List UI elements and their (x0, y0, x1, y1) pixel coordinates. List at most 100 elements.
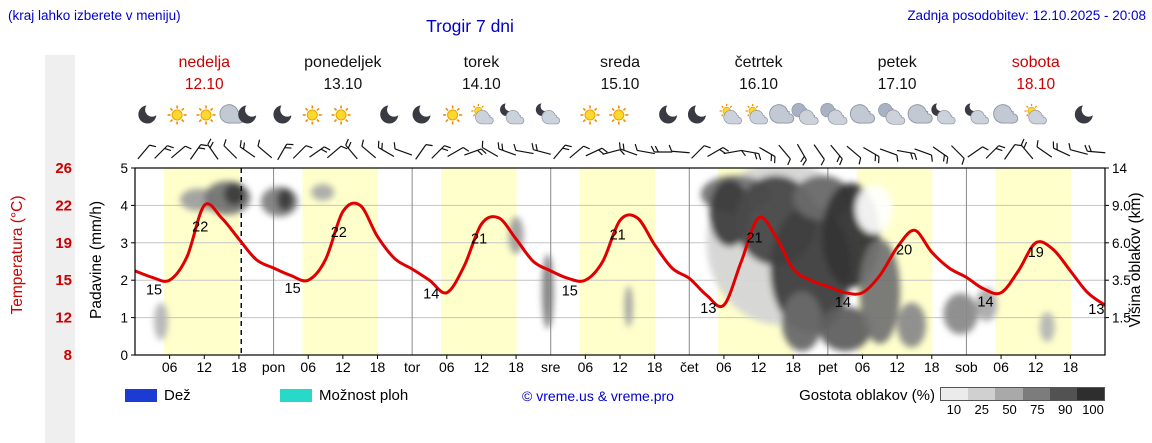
menu-note: (kraj lahko izberete v meniju) (8, 8, 181, 23)
wind-barb (447, 146, 470, 158)
cloud-icon (993, 104, 1019, 124)
svg-text:18: 18 (924, 359, 940, 375)
wind-barb (985, 145, 1006, 159)
wind-barb (464, 148, 487, 156)
svg-text:20: 20 (896, 243, 912, 259)
daylight-bands (163, 168, 1071, 355)
wind-barb (1004, 144, 1022, 160)
sun-icon (196, 105, 216, 125)
cloud-density-step-label: 90 (1057, 402, 1073, 417)
svg-text:3.5: 3.5 (1112, 273, 1131, 288)
clouds-icon (791, 103, 819, 125)
rain-legend-swatch (125, 389, 157, 402)
cloud-density-step (968, 388, 996, 400)
svg-text:22: 22 (192, 219, 208, 235)
wind-barb (553, 144, 572, 160)
wind-barb (137, 144, 157, 160)
left-gutter (45, 55, 75, 443)
wind-barb (778, 144, 791, 166)
sun-cloud-icon (1024, 103, 1047, 125)
cloud-density-label: Gostota oblakov (%) (799, 387, 935, 404)
wind-barb (830, 144, 843, 166)
wind-barb (723, 149, 746, 157)
svg-text:18: 18 (508, 359, 524, 375)
svg-text:13: 13 (1088, 302, 1104, 318)
cloud-icon (849, 104, 875, 124)
moon-icon (238, 105, 257, 124)
wind-barb (650, 145, 673, 153)
svg-text:13: 13 (700, 301, 716, 317)
wind-barb (1068, 142, 1088, 155)
svg-text:nedelja: nedelja (178, 54, 230, 71)
cloud-density-step (1022, 388, 1050, 400)
wind-barb (497, 142, 517, 156)
rain-legend-label: Dež (164, 387, 191, 404)
svg-text:21: 21 (610, 228, 626, 244)
wind-barb (361, 139, 377, 159)
wind-barb (431, 145, 452, 159)
wind-barb (277, 143, 294, 161)
moon-icon (273, 105, 292, 124)
svg-text:4: 4 (120, 198, 128, 213)
svg-text:0: 0 (120, 348, 128, 363)
day-headers: nedelja 12.10 ponedeljek 13.10 torek 14.10 sre… (178, 54, 1059, 93)
svg-text:četrtek: četrtek (735, 54, 784, 71)
svg-text:06: 06 (578, 359, 594, 375)
svg-text:3: 3 (120, 236, 128, 251)
svg-text:pet: pet (818, 359, 838, 375)
wind-barb (740, 149, 762, 161)
wind-barb (691, 145, 711, 159)
copyright-link[interactable]: © vreme.us & vreme.pro (522, 388, 674, 404)
page-title: Trogir 7 dni (426, 16, 514, 36)
wind-barb (326, 145, 348, 159)
svg-text:5: 5 (120, 161, 128, 176)
moon-icon (380, 105, 399, 124)
wind-barb (668, 144, 690, 154)
svg-text:22: 22 (55, 197, 72, 214)
wind-barb (207, 138, 219, 160)
cloud-density-colorbar (940, 387, 1105, 401)
svg-text:18: 18 (647, 359, 663, 375)
cloud-density-step-label: 50 (1002, 402, 1017, 417)
svg-text:sreda: sreda (600, 54, 640, 71)
wind-barb (1036, 140, 1053, 158)
wind-barb (618, 142, 638, 156)
svg-text:12: 12 (474, 359, 490, 375)
wind-barb (481, 140, 499, 158)
wind-barb (846, 145, 862, 165)
wind-barb (951, 145, 965, 165)
svg-text:pon: pon (262, 359, 285, 375)
svg-text:6.0: 6.0 (1112, 236, 1131, 251)
temperature-curve (135, 201, 1105, 309)
wind-barb (309, 146, 331, 158)
wind-barb (634, 143, 655, 155)
sun-icon (609, 105, 629, 125)
moon-icon (138, 105, 157, 124)
svg-text:06: 06 (162, 359, 178, 375)
x-axis-labels: 06 12 18 06 12 18 06 12 18 06 12 18 06 12 18 06 12 18 06 12… (162, 355, 1078, 375)
wind-barb (415, 144, 433, 160)
svg-text:14: 14 (423, 286, 439, 302)
wind-barbs-row (137, 138, 1106, 166)
svg-text:18: 18 (231, 359, 247, 375)
moon-icon (1074, 105, 1093, 124)
cloud-density-step-label: 75 (1030, 402, 1045, 417)
wind-barb (759, 146, 776, 164)
sun-cloud-icon (719, 103, 742, 125)
sun-cloud-icon (745, 103, 768, 125)
svg-text:18: 18 (785, 359, 801, 375)
svg-text:1: 1 (120, 311, 128, 326)
cloud-moon-icon (500, 103, 525, 125)
wind-barb (531, 142, 551, 155)
cloud-moon-icon (964, 103, 989, 125)
wind-barb (967, 146, 989, 158)
clouds-icon (820, 103, 848, 125)
svg-text:12: 12 (335, 359, 351, 375)
svg-text:21: 21 (746, 231, 762, 247)
sun-cloud-icon (471, 103, 494, 125)
cloud-density-step-label: 100 (1082, 402, 1104, 417)
svg-text:15: 15 (562, 284, 578, 300)
